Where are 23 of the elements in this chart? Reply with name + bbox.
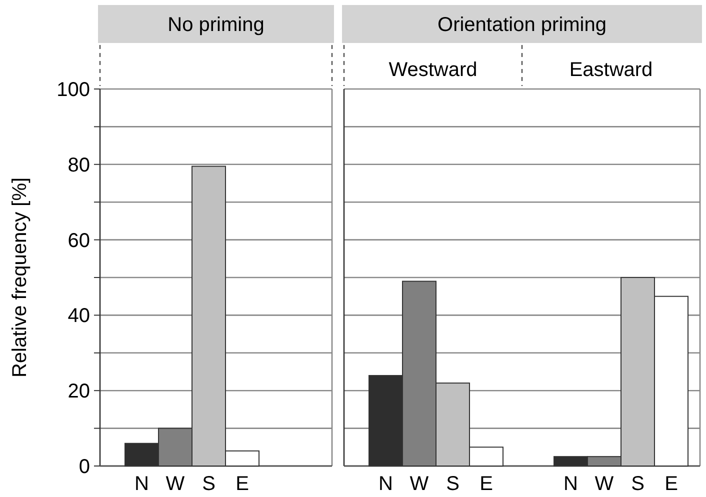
x-tick-label: E — [480, 473, 493, 495]
text: Westward — [388, 59, 478, 81]
chart-title: Orientation priming — [438, 14, 606, 36]
x-tick-label: W — [410, 473, 429, 495]
x-tick-label: E — [664, 473, 678, 495]
y-tick-label: 60 — [68, 230, 90, 252]
y-tick-label: 20 — [68, 380, 90, 403]
y-tick-label: 0 — [78, 456, 90, 478]
y-axis-title: Relative frequency [%] — [9, 177, 31, 378]
y-tick-label: 100 — [56, 79, 90, 101]
x-tick-label: N — [134, 473, 149, 495]
x-tick-label: N — [564, 473, 578, 495]
text: Eastward — [569, 59, 653, 81]
y-tick-label: 80 — [68, 154, 90, 176]
x-tick-label: E — [236, 473, 249, 495]
x-tick-label: S — [631, 473, 644, 495]
y-tick-label: 40 — [68, 305, 90, 328]
chart-title: No priming — [168, 14, 264, 36]
x-tick-label: N — [378, 473, 393, 495]
x-tick-label: S — [446, 473, 460, 495]
x-tick-label: S — [202, 473, 216, 495]
x-tick-label: W — [166, 473, 185, 495]
x-tick-label: W — [594, 473, 614, 495]
